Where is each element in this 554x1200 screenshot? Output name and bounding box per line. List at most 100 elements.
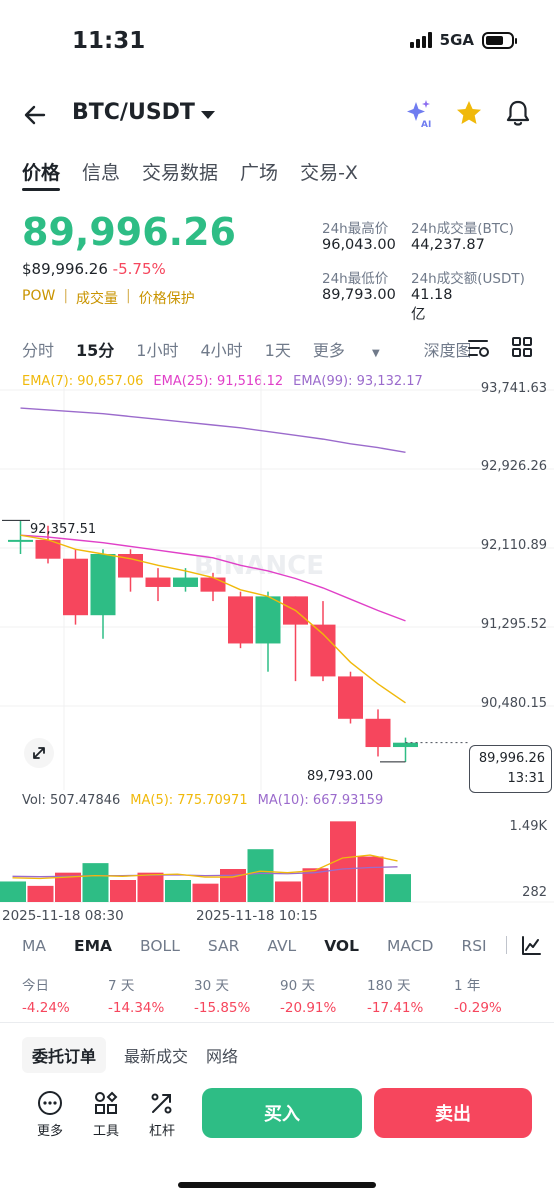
leverage-label: 杠杆 [148, 1124, 175, 1139]
tab-info[interactable]: 信息 [82, 162, 121, 184]
candle-body [310, 624, 336, 677]
candle-body [255, 596, 281, 644]
indicator-avl[interactable]: AVL [267, 937, 297, 955]
volume-bar [192, 883, 219, 902]
indicator-macd[interactable]: MACD [386, 937, 434, 955]
chevron-down-icon[interactable] [201, 111, 215, 119]
perf-val-today: -4.24% [22, 1000, 70, 1016]
ema7-line [20, 534, 406, 704]
current-price-value: 89,996.26 [478, 751, 545, 766]
candle-body [228, 596, 253, 644]
candle-body [8, 539, 33, 542]
indicator-vol[interactable]: VOL [324, 937, 359, 955]
stat-volbtc: 44,237.87 [411, 237, 485, 253]
battery-icon [482, 31, 517, 49]
tab-trading-data[interactable]: 交易数据 [142, 162, 219, 184]
volume-bar [385, 874, 411, 902]
stat-volbtc-label: 24h成交量(BTC) [411, 221, 514, 237]
signal-icon [409, 32, 432, 48]
tab-latest-trades[interactable]: 最新成交 [124, 1047, 189, 1066]
indicator-boll[interactable]: BOLL [140, 937, 180, 955]
volume-chart[interactable] [0, 810, 554, 906]
ema-legend: EMA(7): 90,657.06 EMA(25): 91,516.12 EMA… [22, 374, 423, 389]
ai-sparkle-icon[interactable]: AI [404, 98, 434, 132]
more-dots-icon [38, 1091, 62, 1115]
volume-bar [165, 880, 191, 902]
change-percent: -5.75% [112, 260, 166, 278]
caret-down-icon: ▼ [371, 348, 380, 359]
star-icon[interactable] [454, 98, 484, 128]
ema99-line [20, 407, 406, 453]
more-label: 更多 [36, 1124, 63, 1139]
section-divider [0, 1022, 554, 1023]
sell-button[interactable]: 卖出 [374, 1088, 532, 1138]
interval-depth[interactable]: 深度图 [423, 341, 470, 360]
axis-label-2: 92,110.89 [480, 538, 547, 553]
interval-more[interactable]: 更多 ▼ [313, 337, 402, 361]
candle-body [90, 554, 116, 616]
status-time: 11:31 [72, 28, 146, 54]
indicator-rsi[interactable]: RSI [461, 937, 487, 955]
watermark-logo: BINANCE [194, 551, 324, 581]
price-sub: $89,996.26 -5.75% [22, 260, 166, 278]
home-indicator [178, 1182, 376, 1188]
interval-1d[interactable]: 1天 [264, 341, 291, 360]
stat-high: 96,043.00 [322, 237, 396, 253]
perf-val-90d: -20.91% [280, 1000, 337, 1016]
tab-square[interactable]: 广场 [240, 162, 279, 184]
back-arrow-icon[interactable] [20, 100, 50, 130]
interval-tabs: 分时 15分 1小时 4小时 1天 更多 ▼ 深度图 [22, 337, 492, 361]
indicator-ema[interactable]: EMA [73, 937, 112, 955]
stat-low-label: 24h最低价 [322, 271, 389, 287]
buy-button[interactable]: 买入 [202, 1088, 362, 1138]
low-marker-label: 89,793.00 [307, 769, 374, 784]
leverage-button[interactable]: 杠杆 [140, 1090, 184, 1139]
perf-label-today: 今日 [22, 978, 49, 994]
tag-price-protection[interactable]: 价格保护 [138, 291, 195, 307]
ema25-line [20, 534, 406, 622]
tab-trade-x[interactable]: 交易-X [300, 162, 358, 184]
vol-ma5-line [12, 854, 398, 880]
more-button[interactable]: 更多 [28, 1090, 72, 1139]
interval-1h[interactable]: 1小时 [136, 341, 179, 360]
indicator-ma[interactable]: MA [22, 937, 46, 955]
last-price: 89,996.26 [22, 210, 236, 254]
axis-label-4: 90,480.15 [480, 696, 547, 711]
indicator-sar[interactable]: SAR [207, 937, 240, 955]
axis-label-1: 92,926.26 [480, 459, 547, 474]
leverage-icon [151, 1093, 172, 1114]
chart-settings-icon[interactable] [466, 336, 492, 360]
stat-low: 89,793.00 [322, 287, 396, 303]
perf-val-30d: -15.85% [194, 1000, 251, 1016]
tag-volume[interactable]: 成交量 [76, 291, 119, 307]
perf-val-1y: -0.29% [454, 1000, 502, 1016]
tab-network[interactable]: 网络 [206, 1047, 239, 1066]
svg-text:AI: AI [421, 120, 431, 130]
candle-body [200, 577, 226, 592]
interval-line[interactable]: 分时 [22, 341, 55, 360]
pair-title[interactable]: BTC/USDT [72, 100, 195, 125]
expand-icon [33, 747, 45, 759]
stat-volusdt-label: 24h成交额(USDT) [411, 271, 525, 287]
interval-4h[interactable]: 4小时 [200, 341, 243, 360]
perf-val-7d: -14.34% [108, 1000, 165, 1016]
tab-price[interactable]: 价格 [22, 162, 61, 184]
expand-chart-button[interactable] [24, 738, 54, 768]
volume-bar [137, 872, 164, 902]
perf-label-1y: 1 年 [454, 978, 481, 994]
price-chart[interactable]: BINANCE [0, 370, 554, 790]
tag-pow[interactable]: POW [22, 288, 56, 304]
vol-axis-min: 282 [522, 885, 547, 900]
tools-button[interactable]: 工具 [84, 1090, 128, 1139]
ema7-label: EMA(7): 90,657.06 [22, 374, 144, 389]
grid-layout-icon[interactable] [511, 336, 533, 358]
indicator-tabs: MA EMA BOLL SAR AVL VOL MACD RSI [22, 937, 515, 955]
bell-icon[interactable] [504, 98, 532, 128]
interval-15m[interactable]: 15分 [76, 341, 115, 360]
candle-body [365, 718, 391, 748]
indicator-settings-icon[interactable] [520, 935, 542, 957]
stat-volusdt: 41.18亿 [411, 287, 453, 323]
perf-val-180d: -17.41% [367, 1000, 424, 1016]
tab-orders[interactable]: 委托订单 [22, 1037, 107, 1073]
high-marker-label: 92,357.51 [30, 522, 97, 537]
